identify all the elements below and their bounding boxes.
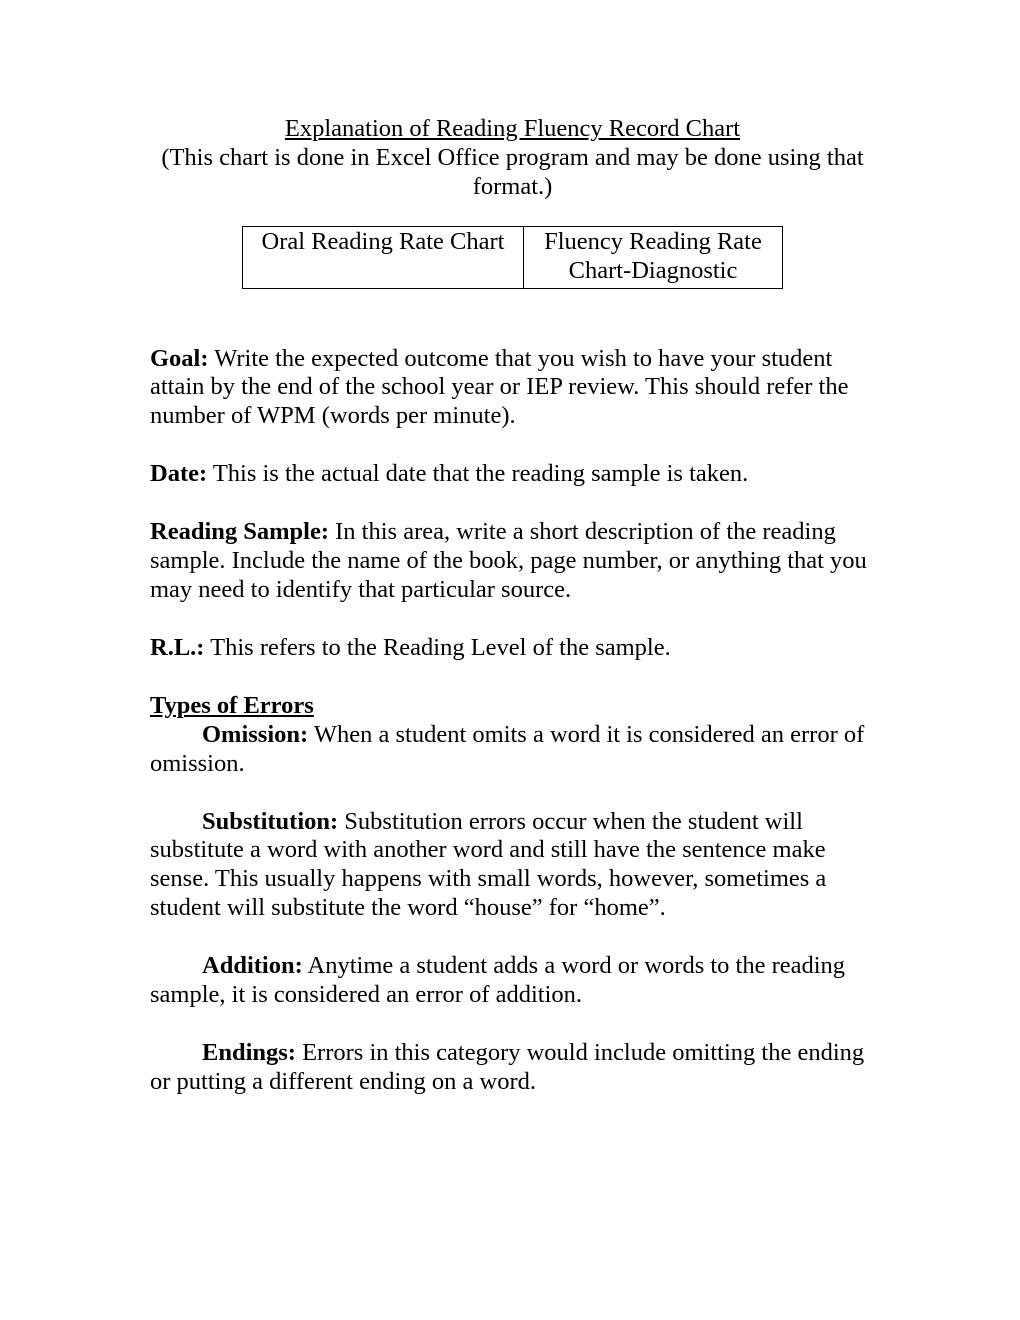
definition-rl: R.L.: This refers to the Reading Level o…: [150, 634, 875, 663]
date-text: This is the actual date that the reading…: [207, 460, 748, 487]
title-block: Explanation of Reading Fluency Record Ch…: [150, 115, 875, 202]
rl-label: R.L.:: [150, 634, 204, 661]
rl-text: This refers to the Reading Level of the …: [204, 634, 670, 661]
page-subtitle: (This chart is done in Excel Office prog…: [161, 144, 863, 200]
substitution-label: Substitution:: [202, 808, 338, 835]
chart-table: Oral Reading Rate Chart Fluency Reading …: [242, 226, 783, 289]
endings-label: Endings:: [202, 1039, 296, 1066]
reading-sample-label: Reading Sample:: [150, 518, 329, 545]
table-cell-oral-rate: Oral Reading Rate Chart: [243, 226, 524, 288]
omission-label: Omission:: [202, 721, 308, 748]
addition-label: Addition:: [202, 952, 303, 979]
definition-date: Date: This is the actual date that the r…: [150, 460, 875, 489]
chart-table-container: Oral Reading Rate Chart Fluency Reading …: [150, 226, 875, 289]
errors-heading: Types of Errors: [150, 692, 314, 719]
table-cell-fluency-rate: Fluency Reading Rate Chart-Diagnostic: [524, 226, 783, 288]
page-title: Explanation of Reading Fluency Record Ch…: [285, 115, 740, 142]
error-omission: Omission: When a student omits a word it…: [150, 721, 875, 779]
error-substitution: Substitution: Substitution errors occur …: [150, 808, 875, 924]
error-addition: Addition: Anytime a student adds a word …: [150, 952, 875, 1010]
goal-label: Goal:: [150, 345, 209, 372]
goal-text: Write the expected outcome that you wish…: [150, 345, 849, 430]
definition-reading-sample: Reading Sample: In this area, write a sh…: [150, 518, 875, 605]
definition-goal: Goal: Write the expected outcome that yo…: [150, 345, 875, 432]
types-of-errors-heading: Types of Errors: [150, 692, 875, 721]
error-endings: Endings: Errors in this category would i…: [150, 1039, 875, 1097]
document-page: Explanation of Reading Fluency Record Ch…: [0, 0, 1020, 1320]
table-row: Oral Reading Rate Chart Fluency Reading …: [243, 226, 783, 288]
date-label: Date:: [150, 460, 207, 487]
